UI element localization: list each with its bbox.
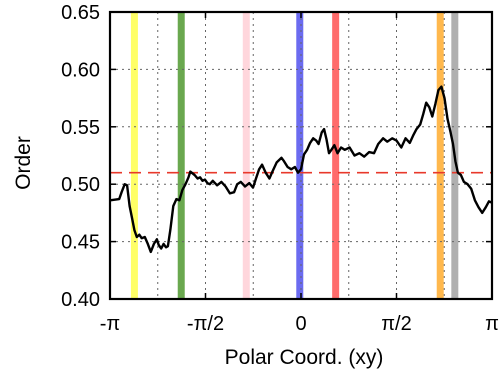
- x-axis-label: Polar Coord. (xy): [225, 346, 384, 369]
- x-tick-label: π/2: [381, 313, 411, 335]
- highlight-band-2: [177, 12, 185, 299]
- y-tick-label: 0.65: [61, 2, 100, 24]
- y-tick-label: 0.40: [61, 289, 100, 311]
- highlight-bands: [130, 12, 459, 299]
- y-tick-label: 0.45: [61, 232, 100, 254]
- highlight-band-5: [332, 12, 340, 299]
- x-tick-label: -π: [100, 313, 120, 335]
- tick-marks: [109, 11, 493, 300]
- y-tick-label: 0.55: [61, 117, 100, 139]
- y-axis-label: Order: [12, 136, 35, 190]
- x-tick-label: 0: [295, 313, 306, 335]
- highlight-band-3: [242, 12, 250, 299]
- highlight-band-4: [296, 12, 304, 299]
- highlight-band-1: [130, 12, 138, 299]
- x-tick-label: -π/2: [187, 313, 224, 335]
- y-tick-label: 0.60: [61, 59, 100, 81]
- y-tick-label: 0.50: [61, 174, 100, 196]
- series-line-1: [109, 85, 493, 254]
- y-tick-labels: 0.40 0.45 0.50 0.55 0.60 0.65: [61, 2, 100, 311]
- grid-lines: [110, 12, 492, 299]
- series-layer: [109, 85, 493, 254]
- x-tick-labels: -π -π/2 0 π/2 π: [100, 313, 499, 335]
- x-tick-label: π: [485, 313, 499, 335]
- highlight-band-6: [436, 12, 444, 299]
